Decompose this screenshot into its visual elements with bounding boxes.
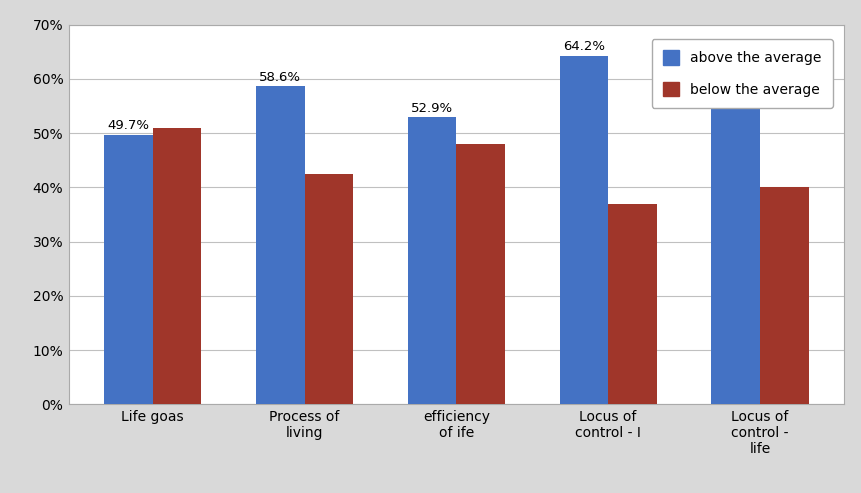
Text: 61.3%: 61.3% <box>715 56 757 69</box>
Bar <box>711 72 760 404</box>
Bar <box>408 117 456 404</box>
Bar <box>256 86 305 404</box>
Bar <box>305 174 353 404</box>
Bar <box>152 128 201 404</box>
Text: 52.9%: 52.9% <box>411 102 453 115</box>
Text: 49.7%: 49.7% <box>108 119 150 132</box>
Legend: above the average, below the average: above the average, below the average <box>652 39 833 107</box>
Text: 64.2%: 64.2% <box>563 40 605 53</box>
Bar <box>560 56 608 404</box>
Bar <box>104 135 152 404</box>
Bar <box>608 204 657 404</box>
Bar <box>456 144 505 404</box>
Bar <box>760 187 808 404</box>
Text: 58.6%: 58.6% <box>259 71 301 84</box>
